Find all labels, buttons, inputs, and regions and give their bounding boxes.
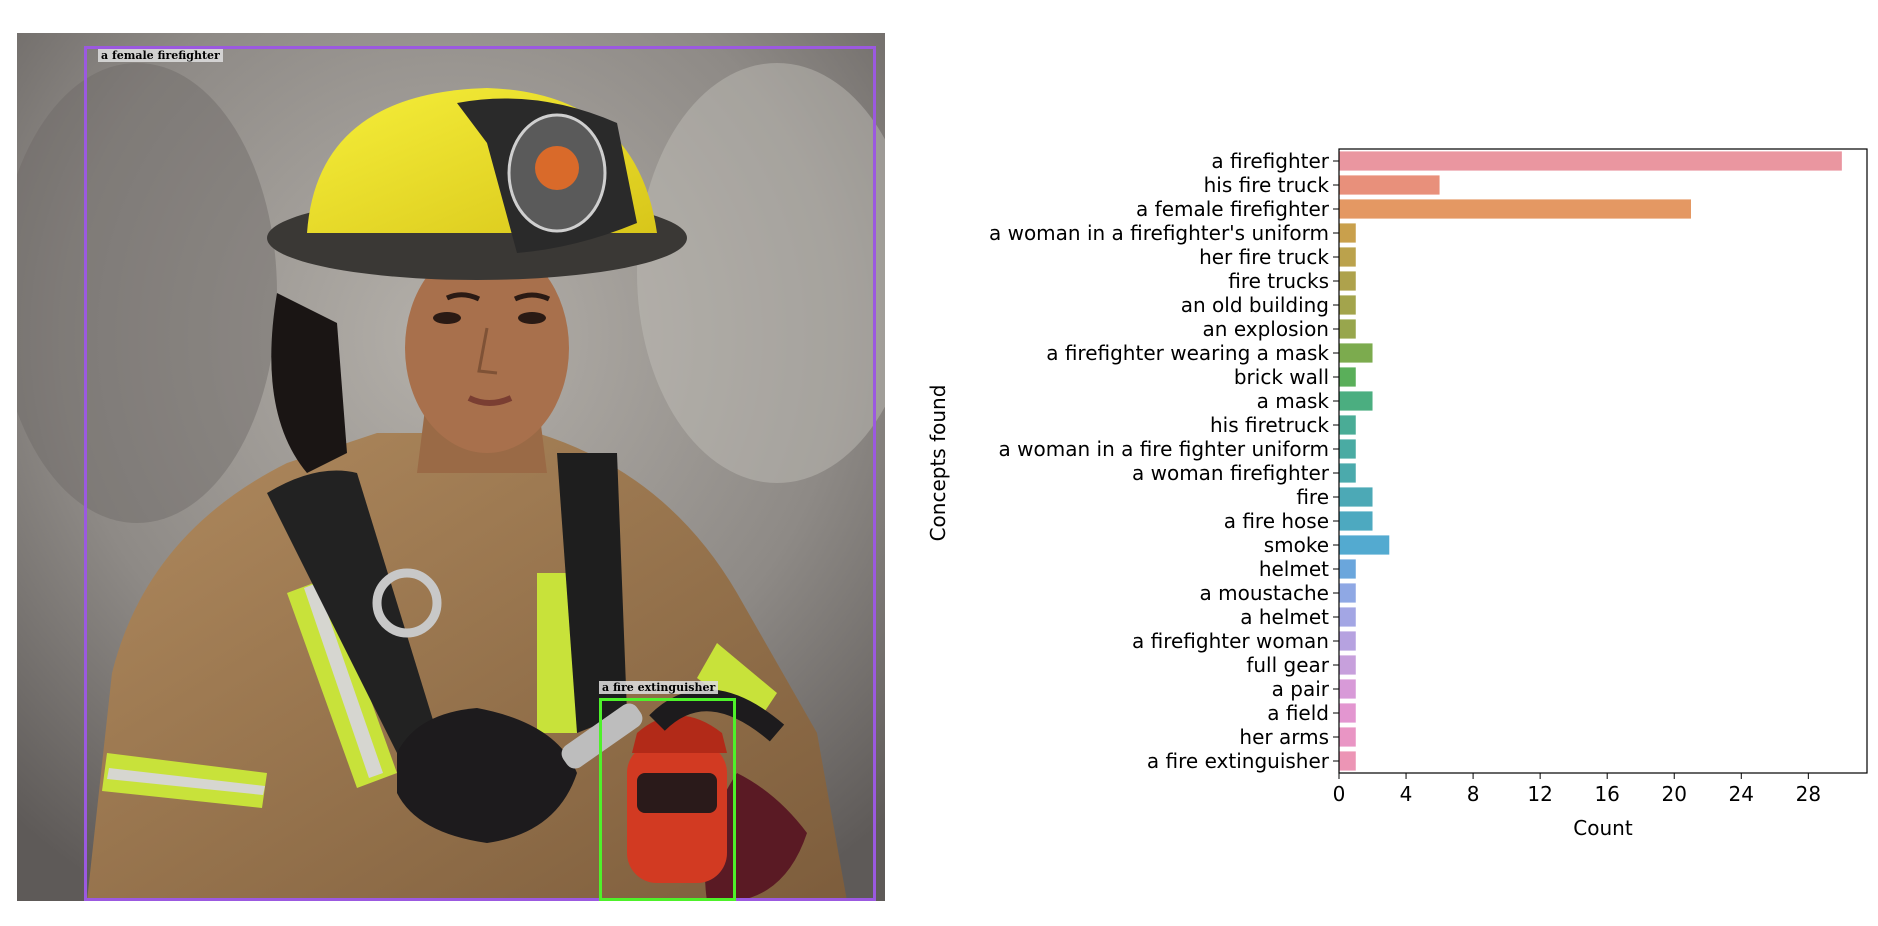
firefighter-photo — [17, 33, 885, 901]
bar — [1339, 175, 1440, 195]
bar — [1339, 583, 1356, 603]
bar — [1339, 631, 1356, 651]
y-tick-label: full gear — [1246, 653, 1329, 677]
y-tick-label: a woman firefighter — [1132, 461, 1330, 485]
y-tick-label: an old building — [1181, 293, 1329, 317]
y-tick-label: a female firefighter — [1136, 197, 1330, 221]
right-glove — [705, 773, 807, 901]
detection-box-fire-extinguisher — [599, 698, 736, 901]
x-tick-label: 8 — [1467, 782, 1480, 806]
y-tick-label: helmet — [1259, 557, 1329, 581]
bar — [1339, 199, 1691, 219]
bar — [1339, 463, 1356, 483]
x-tick-label: 0 — [1333, 782, 1346, 806]
bar — [1339, 391, 1373, 411]
y-tick-label: fire — [1296, 485, 1329, 509]
plot-frame — [1338, 148, 1868, 774]
y-tick-label: a firefighter woman — [1132, 629, 1329, 653]
y-tick-label: a pair — [1272, 677, 1330, 701]
x-tick-label: 24 — [1729, 782, 1754, 806]
y-tick-label: a fire hose — [1224, 509, 1329, 533]
y-tick-label: a mask — [1257, 389, 1330, 413]
y-tick-label: an explosion — [1203, 317, 1329, 341]
bar — [1339, 223, 1356, 243]
y-tick-label: a field — [1267, 701, 1329, 725]
y-tick-label: a helmet — [1240, 605, 1329, 629]
left-glove — [397, 708, 577, 843]
bar — [1339, 559, 1356, 579]
y-tick-label: her arms — [1239, 725, 1329, 749]
y-tick-label: her fire truck — [1199, 245, 1329, 269]
bar — [1339, 439, 1356, 459]
x-tick-label: 12 — [1527, 782, 1552, 806]
bar — [1339, 151, 1842, 171]
bar — [1339, 535, 1390, 555]
bar — [1339, 271, 1356, 291]
y-tick-label: his fire truck — [1204, 173, 1330, 197]
bar — [1339, 319, 1356, 339]
y-axis-label: Concepts found — [926, 385, 950, 542]
y-tick-label: a moustache — [1199, 581, 1329, 605]
bar — [1339, 367, 1356, 387]
y-tick-label: a woman in a fire fighter uniform — [999, 437, 1329, 461]
bar — [1339, 679, 1356, 699]
y-tick-label: a fire extinguisher — [1147, 749, 1330, 773]
bars-group — [1339, 151, 1842, 771]
y-tick-label: a firefighter — [1211, 149, 1329, 173]
bar — [1339, 607, 1356, 627]
y-tick-label: brick wall — [1234, 365, 1329, 389]
y-tick-label: a woman in a firefighter's uniform — [989, 221, 1329, 245]
bar — [1339, 415, 1356, 435]
bar — [1339, 751, 1356, 771]
y-tick-label: smoke — [1264, 533, 1329, 557]
x-tick-label: 4 — [1400, 782, 1413, 806]
bar — [1339, 343, 1373, 363]
bar — [1339, 727, 1356, 747]
x-tick-label: 20 — [1662, 782, 1687, 806]
y-tick-label: fire trucks — [1228, 269, 1329, 293]
bar — [1339, 487, 1373, 507]
x-tick-label: 16 — [1594, 782, 1619, 806]
bar — [1339, 295, 1356, 315]
detection-label-fire-extinguisher: a fire extinguisher — [599, 681, 719, 694]
x-tick-label: 28 — [1796, 782, 1821, 806]
y-tick-label: his firetruck — [1210, 413, 1329, 437]
bar — [1339, 511, 1373, 531]
photo-panel: a female firefighter a fire extinguisher — [17, 33, 885, 901]
bar — [1339, 247, 1356, 267]
bar — [1339, 655, 1356, 675]
x-tick-group: 0 4 8 12 16 20 24 28 — [1333, 773, 1821, 806]
y-tick-label: a firefighter wearing a mask — [1046, 341, 1329, 365]
bar — [1339, 703, 1356, 723]
x-axis-label: Count — [1573, 816, 1633, 840]
detection-box-female-firefighter — [84, 46, 876, 901]
detection-label-female-firefighter: a female firefighter — [98, 49, 223, 62]
